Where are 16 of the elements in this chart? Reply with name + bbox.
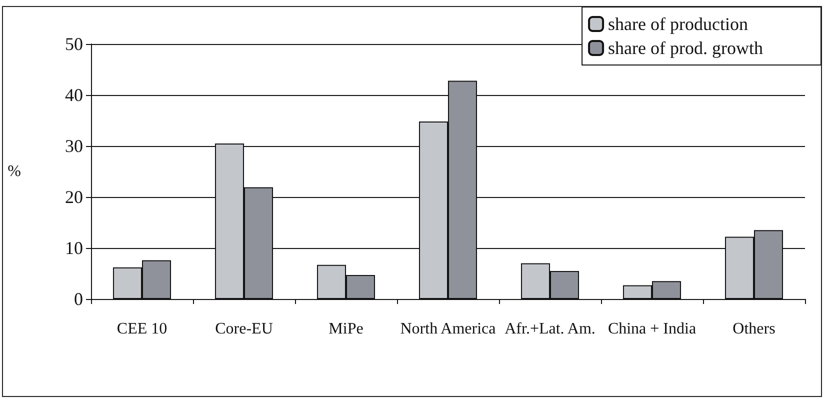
- x-tick-label: CEE 10: [116, 320, 168, 338]
- legend-label: share of production: [608, 14, 748, 34]
- y-tick-label: 30: [65, 136, 83, 156]
- x-tick-label: Core-EU: [215, 320, 274, 338]
- x-tick-label: MiPe: [328, 320, 364, 338]
- x-tick-label: China + India: [608, 320, 696, 338]
- y-tick-label: 50: [65, 34, 83, 54]
- y-axis-title: %: [8, 163, 21, 180]
- x-tick-label: Afr.+Lat. Am.: [504, 320, 596, 338]
- y-tick-label: 40: [65, 85, 83, 105]
- y-tick-label: 0: [74, 289, 83, 309]
- x-tick-label: Others: [732, 320, 776, 338]
- y-tick-label: 10: [65, 238, 83, 258]
- legend-label: share of prod. growth: [608, 38, 764, 58]
- x-tick-label: North America: [400, 320, 496, 338]
- y-tick-label: 20: [65, 187, 83, 207]
